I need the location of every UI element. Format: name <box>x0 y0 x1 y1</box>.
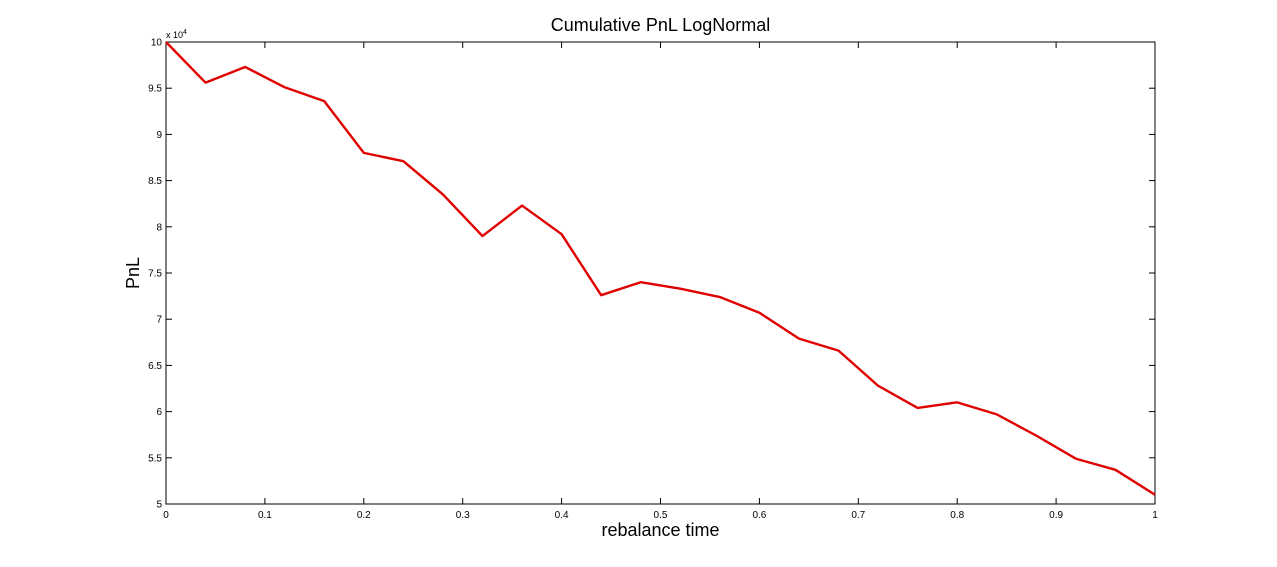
x-tick-label: 0.6 <box>752 510 766 521</box>
x-tick-label: 0.1 <box>258 510 272 521</box>
chart-title: Cumulative PnL LogNormal <box>551 15 770 35</box>
x-tick-label: 0.8 <box>950 510 964 521</box>
y-tick-label: 10 <box>151 38 163 49</box>
y-tick-label: 6.5 <box>148 361 162 372</box>
y-axis-exponent: x 104 <box>166 29 187 40</box>
y-tick-label: 7 <box>156 315 162 326</box>
tick-marks <box>165 41 1156 505</box>
x-tick-label: 0.2 <box>357 510 371 521</box>
y-tick-label: 8.5 <box>148 176 162 187</box>
y-tick-label: 9 <box>156 130 162 141</box>
y-exponent-base: x 10 <box>166 30 183 40</box>
x-tick-label: 0.9 <box>1049 510 1063 521</box>
x-tick-label: 0.5 <box>654 510 668 521</box>
x-tick-labels: 0 0.1 0.2 0.3 0.4 0.5 0.6 0.7 0.8 0.9 1 <box>163 510 1158 521</box>
y-tick-labels: 5 5.5 6 6.5 7 7.5 8 8.5 9 9.5 10 <box>148 38 162 511</box>
y-tick-label: 8 <box>156 222 162 233</box>
x-tick-label: 0.3 <box>456 510 470 521</box>
series-line <box>165 41 1156 496</box>
y-tick-label: 5 <box>156 500 162 511</box>
y-tick-label: 5.5 <box>148 453 162 464</box>
x-tick-label: 0.7 <box>851 510 865 521</box>
y-tick-label: 9.5 <box>148 84 162 95</box>
y-axis-label: PnL <box>123 257 143 289</box>
x-tick-label: 0.4 <box>555 510 569 521</box>
x-tick-label: 0 <box>163 510 169 521</box>
plot-area-frame <box>165 41 1156 505</box>
x-axis-label: rebalance time <box>601 520 719 540</box>
y-tick-label: 7.5 <box>148 269 162 280</box>
y-tick-label: 6 <box>156 407 162 418</box>
x-tick-label: 1 <box>1152 510 1158 521</box>
series-layer <box>165 41 1156 496</box>
y-exponent-power: 4 <box>183 29 187 36</box>
